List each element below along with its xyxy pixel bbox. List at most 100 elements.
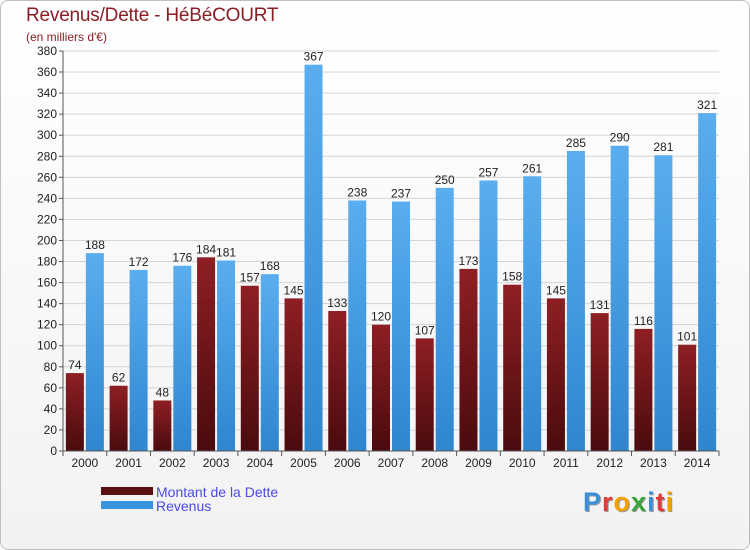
y-tick-label: 80 [44, 360, 58, 374]
data-label-dette-2002: 48 [156, 385, 170, 399]
y-tick-label: 220 [37, 212, 57, 226]
bar-dette-2007 [372, 324, 390, 451]
bar-dette-2011 [546, 298, 565, 451]
bar-dette-2008 [415, 338, 434, 451]
bar-revenus-2002 [173, 265, 192, 451]
x-tick-label: 2002 [159, 456, 186, 470]
x-tick-label: 2006 [334, 456, 361, 470]
y-tick-label: 140 [37, 297, 57, 311]
x-tick-label: 2014 [684, 456, 711, 470]
y-tick-label: 180 [37, 255, 57, 269]
bar-dette-2002 [153, 400, 172, 451]
y-tick-label: 260 [37, 170, 57, 184]
bar-dette-2010 [503, 284, 522, 451]
data-label-revenus-2005: 367 [304, 50, 324, 64]
y-tick-label: 200 [37, 233, 57, 247]
bar-revenus-2001 [129, 269, 148, 451]
data-label-dette-2011: 145 [546, 283, 566, 297]
bar-revenus-2009 [479, 180, 498, 451]
legend-label-revenus: Revenus [156, 498, 212, 514]
logo-letter: P [583, 487, 603, 517]
data-label-revenus-2004: 168 [260, 259, 280, 273]
y-tick-label: 300 [37, 128, 57, 142]
bar-dette-2013 [634, 328, 653, 451]
axes [62, 51, 719, 452]
logo-letter: i [647, 487, 656, 517]
x-tick-label: 2013 [640, 456, 667, 470]
y-tick-label: 20 [44, 423, 58, 437]
data-label-revenus-2009: 257 [478, 165, 498, 179]
data-label-dette-2014: 101 [677, 330, 697, 344]
data-label-revenus-2011: 285 [566, 136, 586, 150]
data-label-dette-2009: 173 [458, 254, 478, 268]
x-tick-label: 2009 [465, 456, 492, 470]
proxiti-logo: Proxiti [583, 487, 674, 518]
data-label-dette-2008: 107 [415, 323, 435, 337]
data-label-revenus-2008: 250 [435, 173, 455, 187]
chart-title: Revenus/Dette - HéBéCOURT [26, 5, 279, 26]
bar-dette-2014 [678, 344, 697, 451]
data-label-dette-2003: 184 [196, 242, 216, 256]
y-tick-label: 40 [44, 402, 58, 416]
y-tick-label: 280 [37, 149, 57, 163]
bar-dette-2012 [590, 313, 609, 451]
bars [65, 64, 717, 452]
y-tick-label: 0 [50, 444, 57, 458]
data-label-revenus-2001: 172 [129, 255, 149, 269]
x-tick-label: 2005 [290, 456, 317, 470]
legend-label-dette: Montant de la Dette [156, 484, 279, 500]
bar-revenus-2004 [260, 274, 279, 451]
logo-letter: r [602, 487, 614, 517]
data-label-dette-2000: 74 [68, 358, 82, 372]
y-tick-label: 320 [37, 107, 57, 121]
y-tick-label: 60 [44, 381, 58, 395]
data-label-revenus-2013: 281 [653, 140, 673, 154]
logo-letter: o [613, 487, 632, 517]
x-tick-label: 2007 [378, 456, 405, 470]
data-label-dette-2005: 145 [284, 283, 304, 297]
data-label-dette-2012: 131 [590, 298, 610, 312]
legend-swatch-revenus [101, 501, 153, 509]
data-label-revenus-2014: 321 [697, 98, 717, 112]
data-label-dette-2013: 116 [634, 314, 653, 328]
bar-revenus-2007 [392, 201, 410, 451]
bar-dette-2001 [109, 385, 128, 451]
bar-revenus-2011 [566, 151, 585, 451]
bar-revenus-2014 [698, 113, 717, 452]
x-axis-ticks: 2000 2001 2002 2003 2004 2005 2006 2007 2008 2009… [62, 451, 720, 470]
data-label-revenus-2000: 188 [85, 238, 105, 252]
data-label-dette-2006: 133 [327, 296, 347, 310]
bar-dette-2000 [65, 373, 84, 451]
x-tick-label: 2004 [246, 456, 273, 470]
data-label-revenus-2002: 176 [172, 251, 192, 265]
x-tick-label: 2001 [115, 456, 142, 470]
x-tick-label: 2008 [421, 456, 448, 470]
grid-lines [63, 50, 719, 452]
data-label-dette-2010: 158 [502, 270, 522, 284]
data-label-revenus-2007: 237 [391, 187, 411, 201]
bar-dette-2005 [284, 298, 303, 451]
bar-revenus-2010 [523, 176, 542, 451]
y-tick-label: 120 [37, 318, 57, 332]
y-tick-label: 240 [37, 191, 57, 205]
bar-dette-2003 [197, 257, 216, 451]
data-label-revenus-2010: 261 [522, 161, 542, 175]
x-tick-label: 2012 [596, 456, 623, 470]
logo-letter: t [655, 487, 666, 517]
legend-swatch-dette [101, 487, 153, 495]
x-tick-label: 2010 [509, 456, 536, 470]
bar-revenus-2003 [217, 260, 236, 451]
y-tick-label: 160 [37, 276, 57, 290]
data-label-dette-2004: 157 [240, 271, 260, 285]
bar-revenus-2005 [304, 64, 323, 452]
data-label-revenus-2006: 238 [347, 185, 367, 199]
x-tick-label: 2011 [553, 456, 579, 470]
y-tick-label: 360 [37, 65, 57, 79]
data-label-dette-2001: 62 [112, 371, 126, 385]
y-tick-label: 340 [37, 86, 57, 100]
bar-revenus-2013 [654, 155, 673, 452]
bar-revenus-2000 [85, 253, 104, 451]
y-tick-label: 100 [37, 339, 57, 353]
